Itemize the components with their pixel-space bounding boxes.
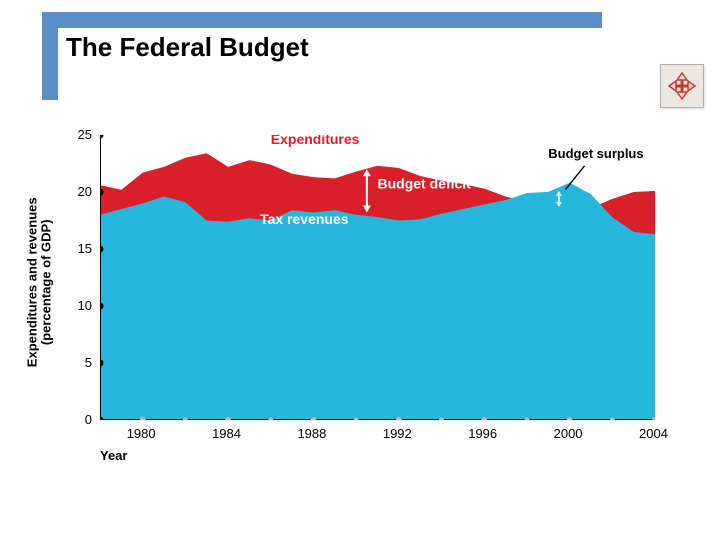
y-tick-label: 5 [85, 355, 92, 370]
x-tick-label: 2004 [639, 426, 668, 441]
series-label-expenditures: Expenditures [271, 135, 360, 147]
y-tick-label: 10 [78, 298, 92, 313]
tax-revenues-area [100, 183, 655, 420]
x-tick-label: 1996 [468, 426, 497, 441]
y-tick-label: 15 [78, 241, 92, 256]
series-label-surplus: Budget surplus [548, 146, 643, 161]
header-left-bar [42, 12, 58, 100]
federal-budget-chart: Expenditures Tax revenues Budget deficit Bu… [100, 135, 655, 420]
x-tick-label: 1988 [297, 426, 326, 441]
y-axis-label-line2: (percentage of GDP) [39, 219, 54, 345]
y-tick-label: 0 [85, 412, 92, 427]
y-axis-label-line1: Expenditures and revenues [25, 197, 40, 367]
y-tick-marker [100, 135, 104, 139]
x-axis-label: Year [100, 448, 127, 463]
y-tick-label: 20 [78, 184, 92, 199]
x-tick-label: 1992 [383, 426, 412, 441]
header-top-bar [42, 12, 602, 28]
chart-svg: Expenditures Tax revenues Budget deficit Bu… [100, 135, 655, 420]
page-title: The Federal Budget [66, 32, 309, 63]
arrows-move-glyph [665, 69, 699, 103]
series-label-tax-revenues: Tax revenues [260, 211, 349, 227]
x-tick-label: 2000 [554, 426, 583, 441]
x-tick-label: 1980 [127, 426, 156, 441]
series-label-deficit: Budget deficit [378, 176, 472, 192]
move-icon[interactable] [660, 64, 704, 108]
y-tick-label: 25 [78, 127, 92, 142]
x-tick-label: 1984 [212, 426, 241, 441]
y-axis-label: Expenditures and revenues (percentage of… [26, 172, 55, 392]
